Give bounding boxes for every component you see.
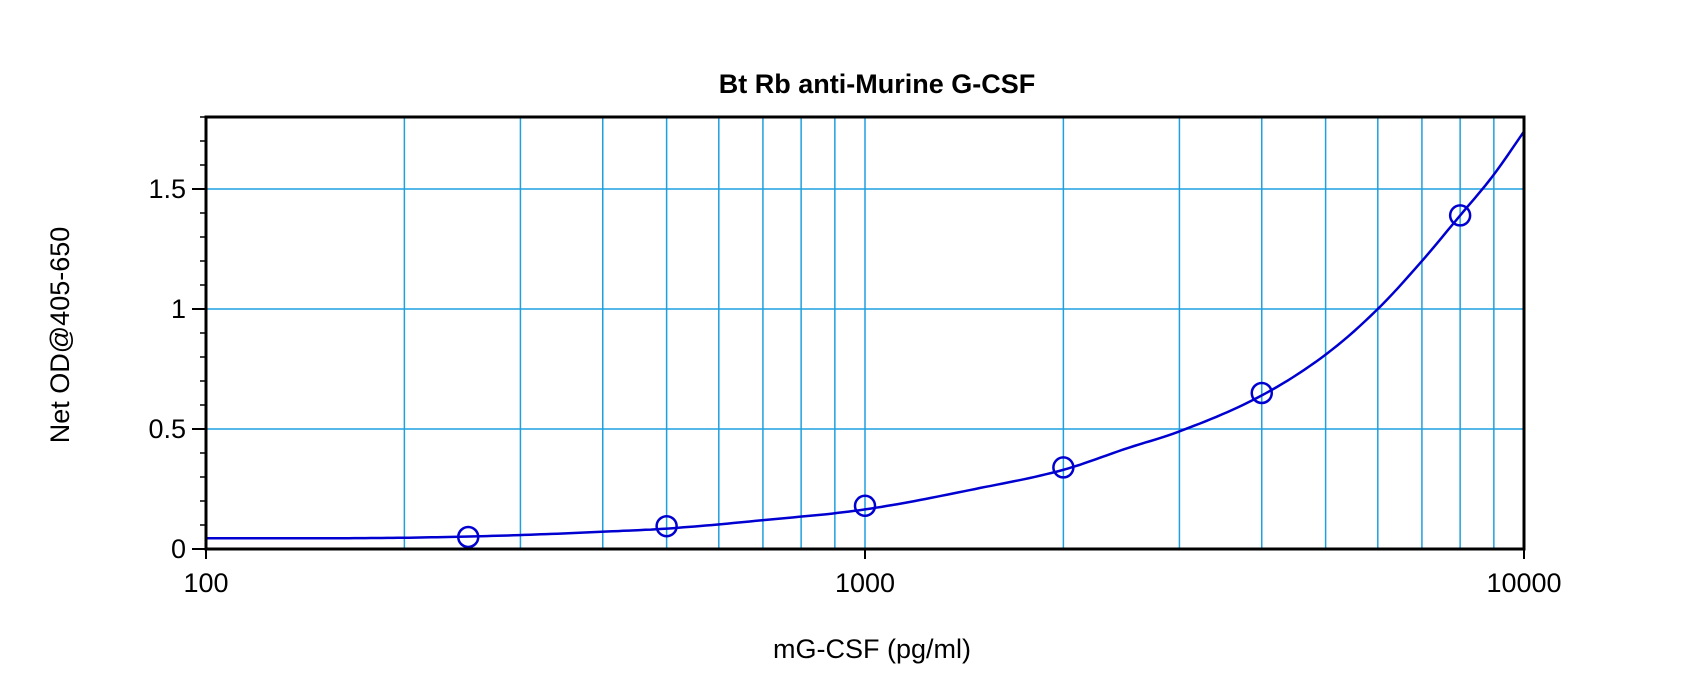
data-points-layer bbox=[456, 204, 1472, 549]
y-tick-labels: 0 0.5 1 1.5 bbox=[148, 174, 186, 564]
fit-curve bbox=[206, 130, 1526, 540]
x-tick-label: 100 bbox=[183, 568, 228, 598]
chart-title: Bt Rb anti-Murine G-CSF bbox=[719, 69, 1035, 99]
y-tick-label: 1.5 bbox=[148, 174, 186, 204]
data-point bbox=[1448, 204, 1472, 227]
y-axis-label: Net OD@405-650 bbox=[45, 227, 75, 444]
data-point bbox=[456, 525, 480, 549]
data-point bbox=[1250, 381, 1274, 405]
y-tick-label: 1 bbox=[171, 294, 186, 324]
data-point bbox=[1052, 456, 1075, 479]
x-tick-labels: 100 1000 10000 bbox=[183, 568, 1561, 598]
y-tick-label: 0 bbox=[171, 534, 186, 564]
grid-lines bbox=[206, 117, 1524, 549]
y-tick-label: 0.5 bbox=[148, 414, 186, 444]
x-ticks bbox=[205, 549, 1525, 559]
data-point bbox=[655, 514, 678, 538]
x-axis-label: mG-CSF (pg/ml) bbox=[773, 634, 971, 664]
data-point bbox=[853, 494, 877, 518]
fit-curve-layer bbox=[206, 130, 1526, 540]
x-tick-label: 10000 bbox=[1486, 568, 1561, 598]
y-major-ticks bbox=[192, 188, 206, 550]
x-tick-label: 1000 bbox=[835, 568, 895, 598]
